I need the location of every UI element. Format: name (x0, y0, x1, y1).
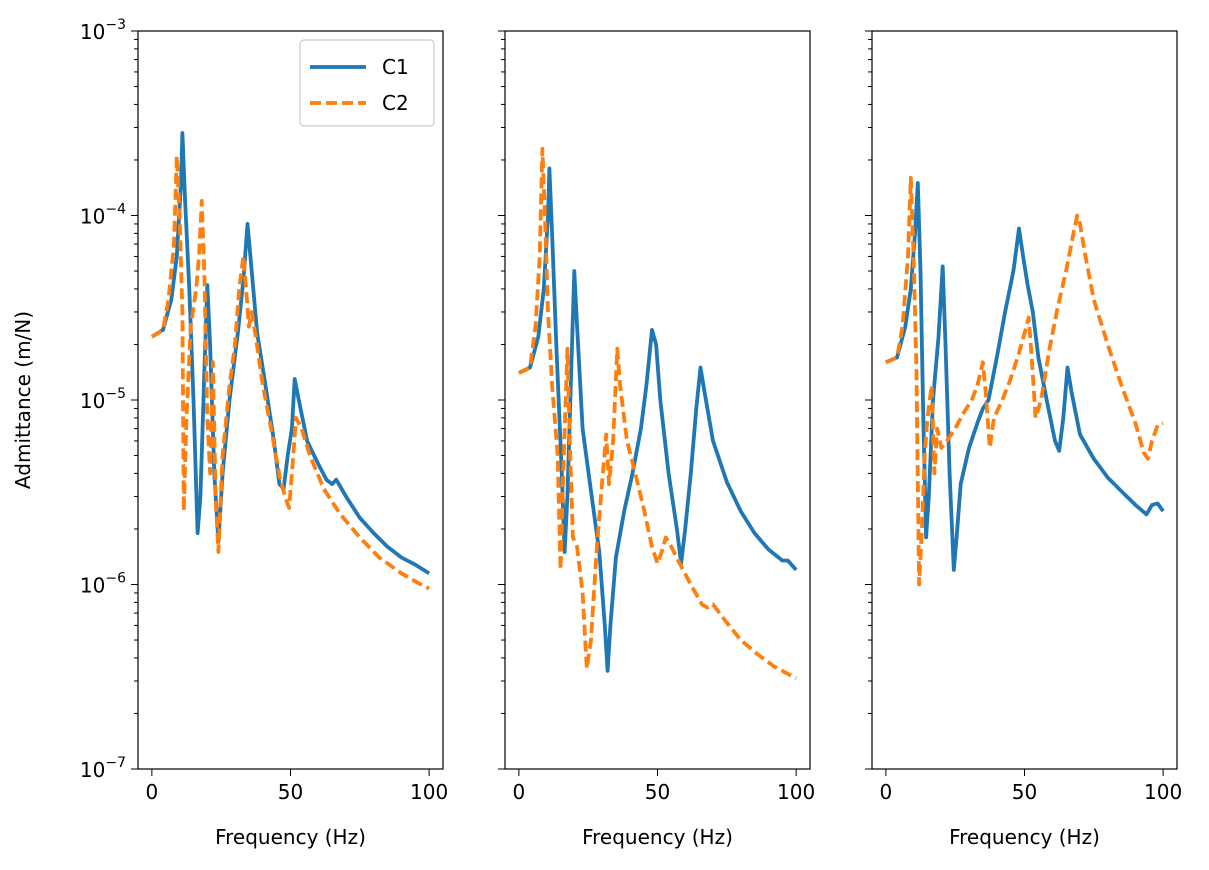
series-group (150, 131, 431, 591)
chart-panel-1: 0 50 100 Frequency (Hz) 10−7 10−6 10−5 10−4 10−3… (11, 17, 448, 849)
y-axis-label: Admittance (m/N) (11, 311, 35, 489)
legend-label-c1: C1 (382, 55, 409, 79)
x-tick-label: 0 (512, 780, 525, 804)
series-line-c1 (150, 131, 431, 575)
x-axis-label: Frequency (Hz) (582, 825, 733, 849)
x-tick-label: 100 (777, 780, 815, 804)
series-line-c2 (150, 154, 430, 591)
series-line-c1 (885, 181, 1165, 572)
series-line-c2 (885, 175, 1164, 587)
x-tick-label: 50 (1012, 780, 1037, 804)
series-line-c1 (518, 166, 798, 673)
x-tick-label: 50 (645, 780, 670, 804)
legend-box (299, 39, 435, 127)
chart-panel-2: 0 50 100 Frequency (Hz) (498, 30, 815, 849)
axes-frame (871, 30, 1178, 770)
x-tick-label: 0 (879, 780, 892, 804)
series-group (518, 146, 798, 680)
x-tick-label: 0 (145, 780, 158, 804)
y-tick-label: 10−5 (80, 386, 126, 413)
y-tick-label: 10−3 (80, 17, 126, 44)
legend: C1 C2 (299, 39, 435, 127)
y-tick-label: 10−7 (80, 755, 126, 782)
chart-panel-3: 0 50 100 Frequency (Hz) (865, 30, 1182, 849)
x-tick-label: 100 (410, 780, 448, 804)
x-tick-label: 100 (1144, 780, 1182, 804)
x-tick-label: 50 (278, 780, 303, 804)
series-line-c2 (518, 146, 798, 680)
x-axis-label: Frequency (Hz) (949, 825, 1100, 849)
axes-frame (504, 30, 811, 770)
y-tick-label: 10−6 (80, 571, 126, 598)
y-tick-label: 10−4 (80, 202, 126, 229)
x-axis-label: Frequency (Hz) (215, 825, 366, 849)
legend-label-c2: C2 (382, 91, 409, 115)
series-group (885, 175, 1165, 587)
